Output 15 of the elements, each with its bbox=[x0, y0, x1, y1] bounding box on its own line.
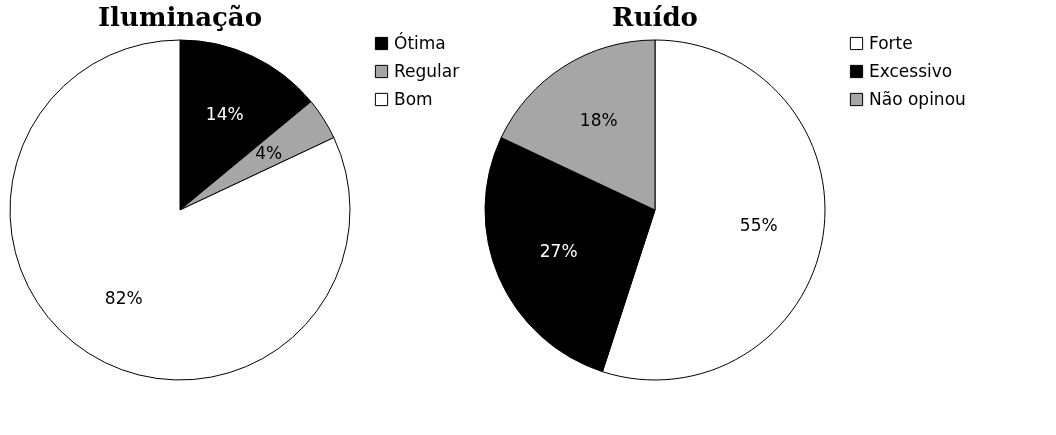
data-label: 18% bbox=[579, 110, 618, 131]
chart-title: Ruído bbox=[612, 2, 698, 32]
legend-label: Ótima bbox=[394, 31, 446, 53]
pie-slice bbox=[9, 39, 351, 381]
data-label: 14% bbox=[205, 103, 244, 124]
legend-label: Excessivo bbox=[869, 60, 953, 81]
legend-label: Bom bbox=[394, 88, 433, 109]
data-label: 4% bbox=[255, 142, 283, 163]
data-label: 82% bbox=[104, 287, 143, 308]
legend-label: Regular bbox=[394, 60, 460, 81]
data-label: 55% bbox=[739, 215, 778, 236]
legend-label: Forte bbox=[869, 32, 913, 53]
data-label: 27% bbox=[539, 240, 578, 261]
legend-label: Não opinou bbox=[869, 88, 966, 109]
chart-title: Iluminação bbox=[97, 2, 263, 32]
